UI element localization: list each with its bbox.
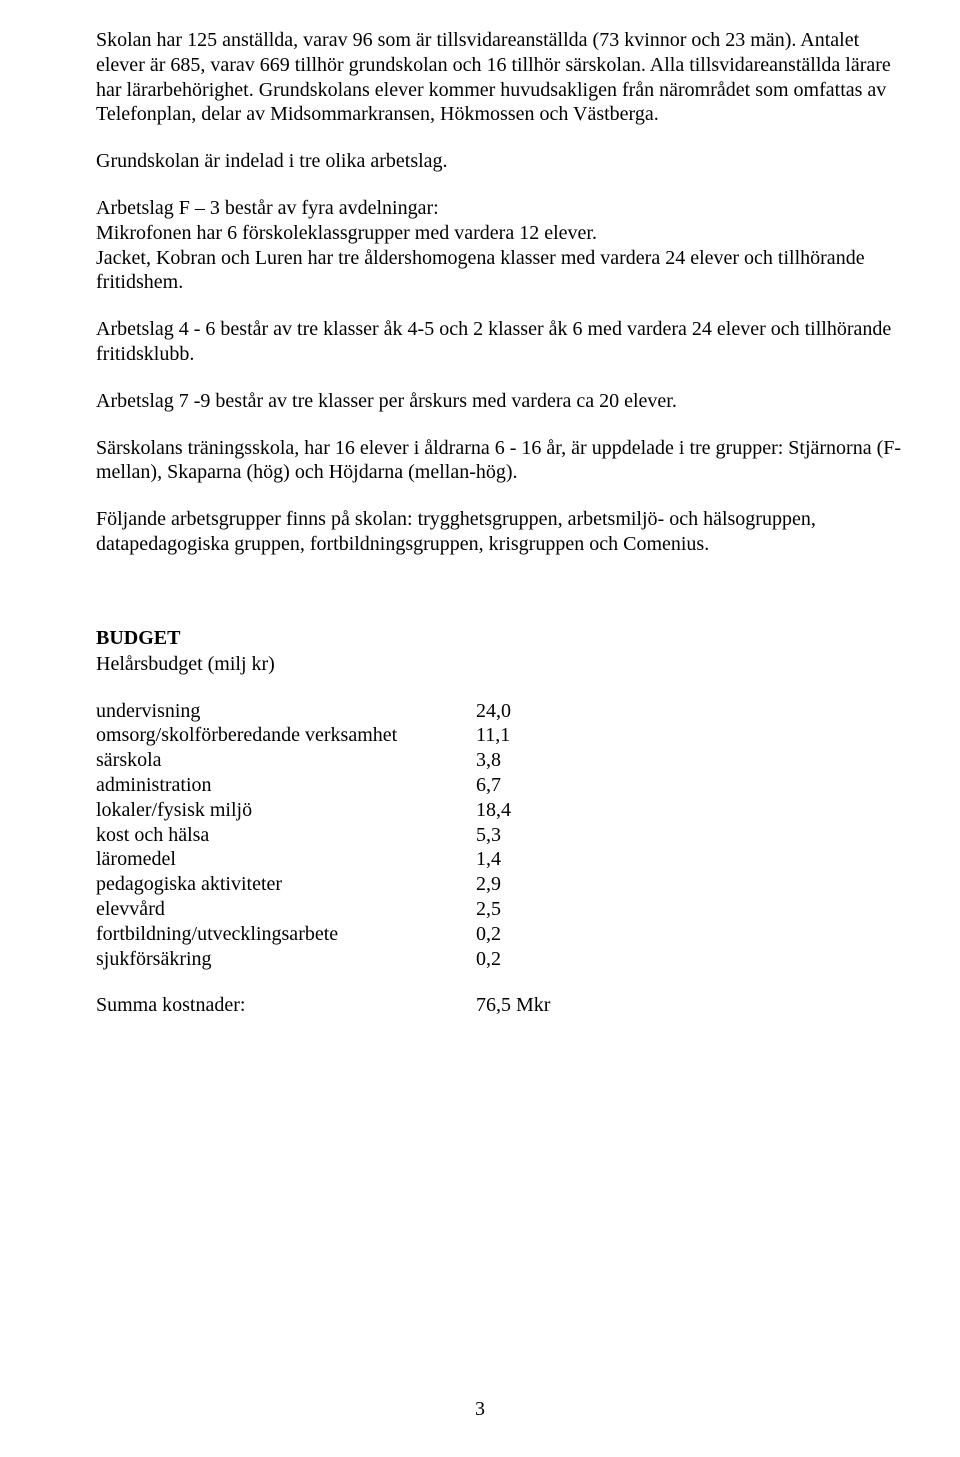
budget-subline: Helårsbudget (milj kr) [96,652,912,677]
budget-value: 5,3 [476,823,596,848]
budget-row: sjukförsäkring 0,2 [96,947,912,972]
paragraph-arbetslag-46: Arbetslag 4 - 6 består av tre klasser åk… [96,317,912,367]
budget-row: omsorg/skolförberedande verksamhet 11,1 [96,723,912,748]
budget-label: pedagogiska aktiviteter [96,872,476,897]
budget-label: särskola [96,748,476,773]
budget-label: kost och hälsa [96,823,476,848]
budget-label: fortbildning/utvecklingsarbete [96,922,476,947]
budget-value: 3,8 [476,748,596,773]
budget-row: elevvård 2,5 [96,897,912,922]
budget-label: elevvård [96,897,476,922]
budget-row: pedagogiska aktiviteter 2,9 [96,872,912,897]
paragraph-arbetslag-79: Arbetslag 7 -9 består av tre klasser per… [96,389,912,414]
budget-label: läromedel [96,847,476,872]
page-number: 3 [0,1398,960,1421]
budget-value: 18,4 [476,798,596,823]
budget-value: 2,5 [476,897,596,922]
budget-label: omsorg/skolförberedande verksamhet [96,723,476,748]
budget-label: sjukförsäkring [96,947,476,972]
budget-total-label: Summa kostnader: [96,993,476,1018]
budget-value: 24,0 [476,699,596,724]
budget-value: 11,1 [476,723,596,748]
paragraph-arbetslag-intro: Grundskolan är indelad i tre olika arbet… [96,149,912,174]
budget-row: läromedel 1,4 [96,847,912,872]
budget-label: undervisning [96,699,476,724]
budget-total-value: 76,5 Mkr [476,993,596,1018]
budget-label: lokaler/fysisk miljö [96,798,476,823]
paragraph-arbetslag-f3: Arbetslag F – 3 består av fyra avdelning… [96,196,912,295]
budget-row: kost och hälsa 5,3 [96,823,912,848]
paragraph-intro: Skolan har 125 anställda, varav 96 som ä… [96,28,912,127]
budget-value: 6,7 [476,773,596,798]
paragraph-sarskola: Särskolans träningsskola, har 16 elever … [96,436,912,486]
budget-row: undervisning 24,0 [96,699,912,724]
document-page: Skolan har 125 anställda, varav 96 som ä… [0,0,960,1457]
budget-row: administration 6,7 [96,773,912,798]
budget-value: 1,4 [476,847,596,872]
budget-total-row: Summa kostnader: 76,5 Mkr [96,993,912,1018]
budget-heading: BUDGET [96,627,912,650]
budget-value: 0,2 [476,922,596,947]
budget-value: 2,9 [476,872,596,897]
paragraph-arbetsgrupper: Följande arbetsgrupper finns på skolan: … [96,507,912,557]
budget-row: lokaler/fysisk miljö 18,4 [96,798,912,823]
budget-value: 0,2 [476,947,596,972]
budget-gap [96,971,912,993]
budget-row: fortbildning/utvecklingsarbete 0,2 [96,922,912,947]
budget-label: administration [96,773,476,798]
budget-row: särskola 3,8 [96,748,912,773]
budget-table: undervisning 24,0 omsorg/skolförberedand… [96,699,912,1019]
